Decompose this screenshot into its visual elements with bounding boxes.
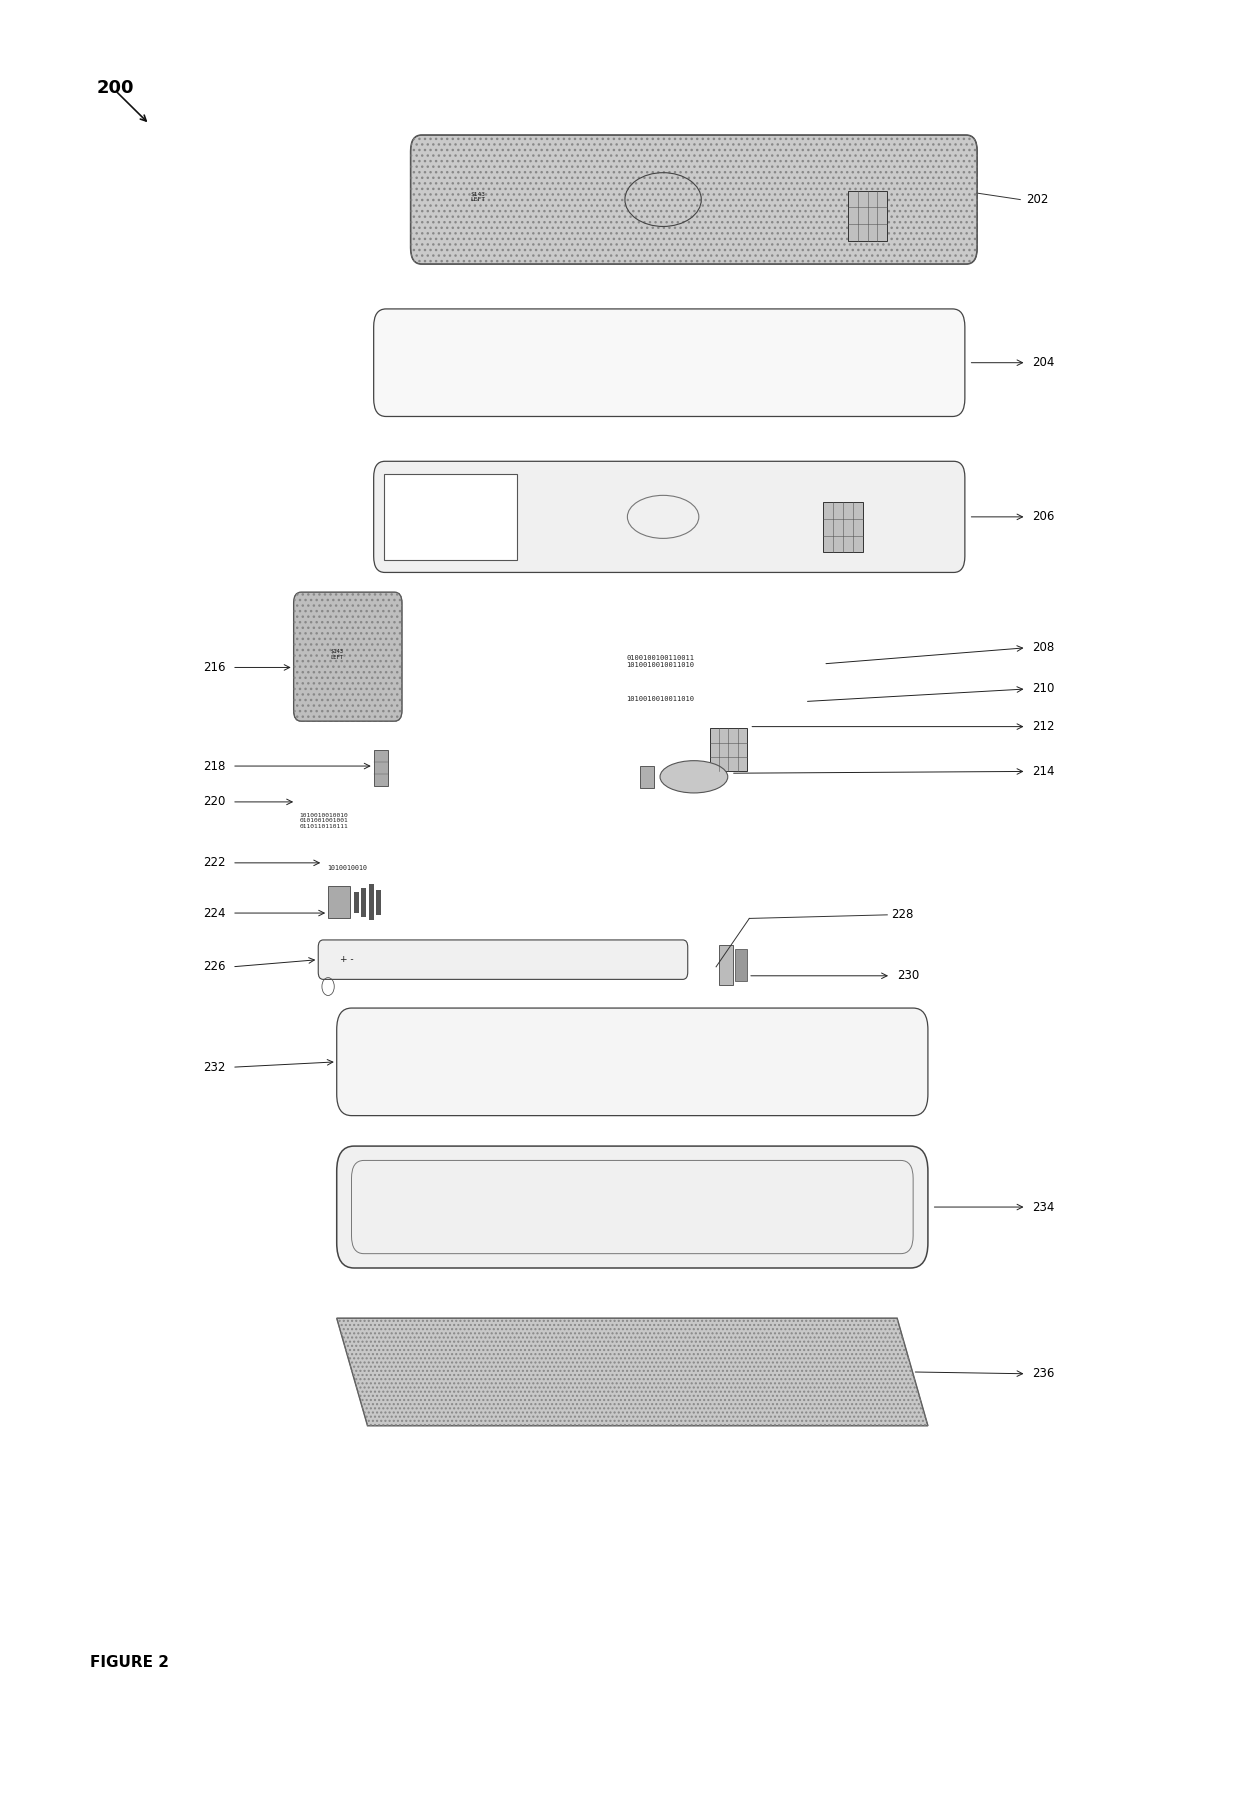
Text: 1010010010: 1010010010 [327,864,367,870]
Bar [640,765,655,787]
Bar [383,474,517,560]
Text: 230: 230 [897,969,919,982]
Ellipse shape [627,495,699,538]
Bar [329,886,350,919]
Polygon shape [337,1318,928,1426]
Text: 212: 212 [1033,720,1055,733]
Bar [848,191,888,241]
Text: 234: 234 [1033,1201,1055,1214]
Text: 0100100100110011
1010010010011010: 0100100100110011 1010010010011010 [626,656,694,668]
Text: FIGURE 2: FIGURE 2 [91,1655,170,1670]
Text: 1010010010010
0101001001001
0110110110111: 1010010010010 0101001001001 011011011011… [300,812,348,828]
Bar [718,946,733,985]
FancyBboxPatch shape [319,940,688,980]
FancyBboxPatch shape [337,1145,928,1268]
Text: 232: 232 [203,1061,226,1073]
FancyBboxPatch shape [294,593,402,720]
Text: 228: 228 [892,908,914,922]
Bar [361,888,366,917]
Text: 206: 206 [1033,510,1055,524]
Text: 220: 220 [203,796,226,809]
Text: 226: 226 [203,960,226,973]
Text: 218: 218 [203,760,226,773]
FancyBboxPatch shape [373,461,965,573]
Text: 214: 214 [1033,765,1055,778]
FancyBboxPatch shape [410,135,977,265]
Text: 1010010010011010: 1010010010011010 [626,697,694,702]
Bar [734,949,746,982]
Text: 210: 210 [1033,683,1055,695]
Bar [711,728,746,771]
Text: 204: 204 [1033,357,1055,369]
Bar [353,891,358,913]
Bar [373,749,388,785]
Bar [823,502,863,553]
Text: $143
LEFT: $143 LEFT [331,648,343,659]
Text: 208: 208 [1033,641,1055,654]
Text: 202: 202 [1027,193,1049,205]
Text: 224: 224 [203,906,226,920]
Text: + -: + - [341,955,355,964]
FancyBboxPatch shape [337,1009,928,1115]
Text: 200: 200 [97,79,134,97]
Text: 236: 236 [1033,1367,1055,1380]
Text: $143
LEFT: $143 LEFT [471,191,486,202]
Ellipse shape [660,760,728,792]
Text: 216: 216 [203,661,226,674]
FancyBboxPatch shape [373,310,965,416]
Bar [376,890,381,915]
Text: 222: 222 [203,855,226,870]
Bar [368,884,373,920]
